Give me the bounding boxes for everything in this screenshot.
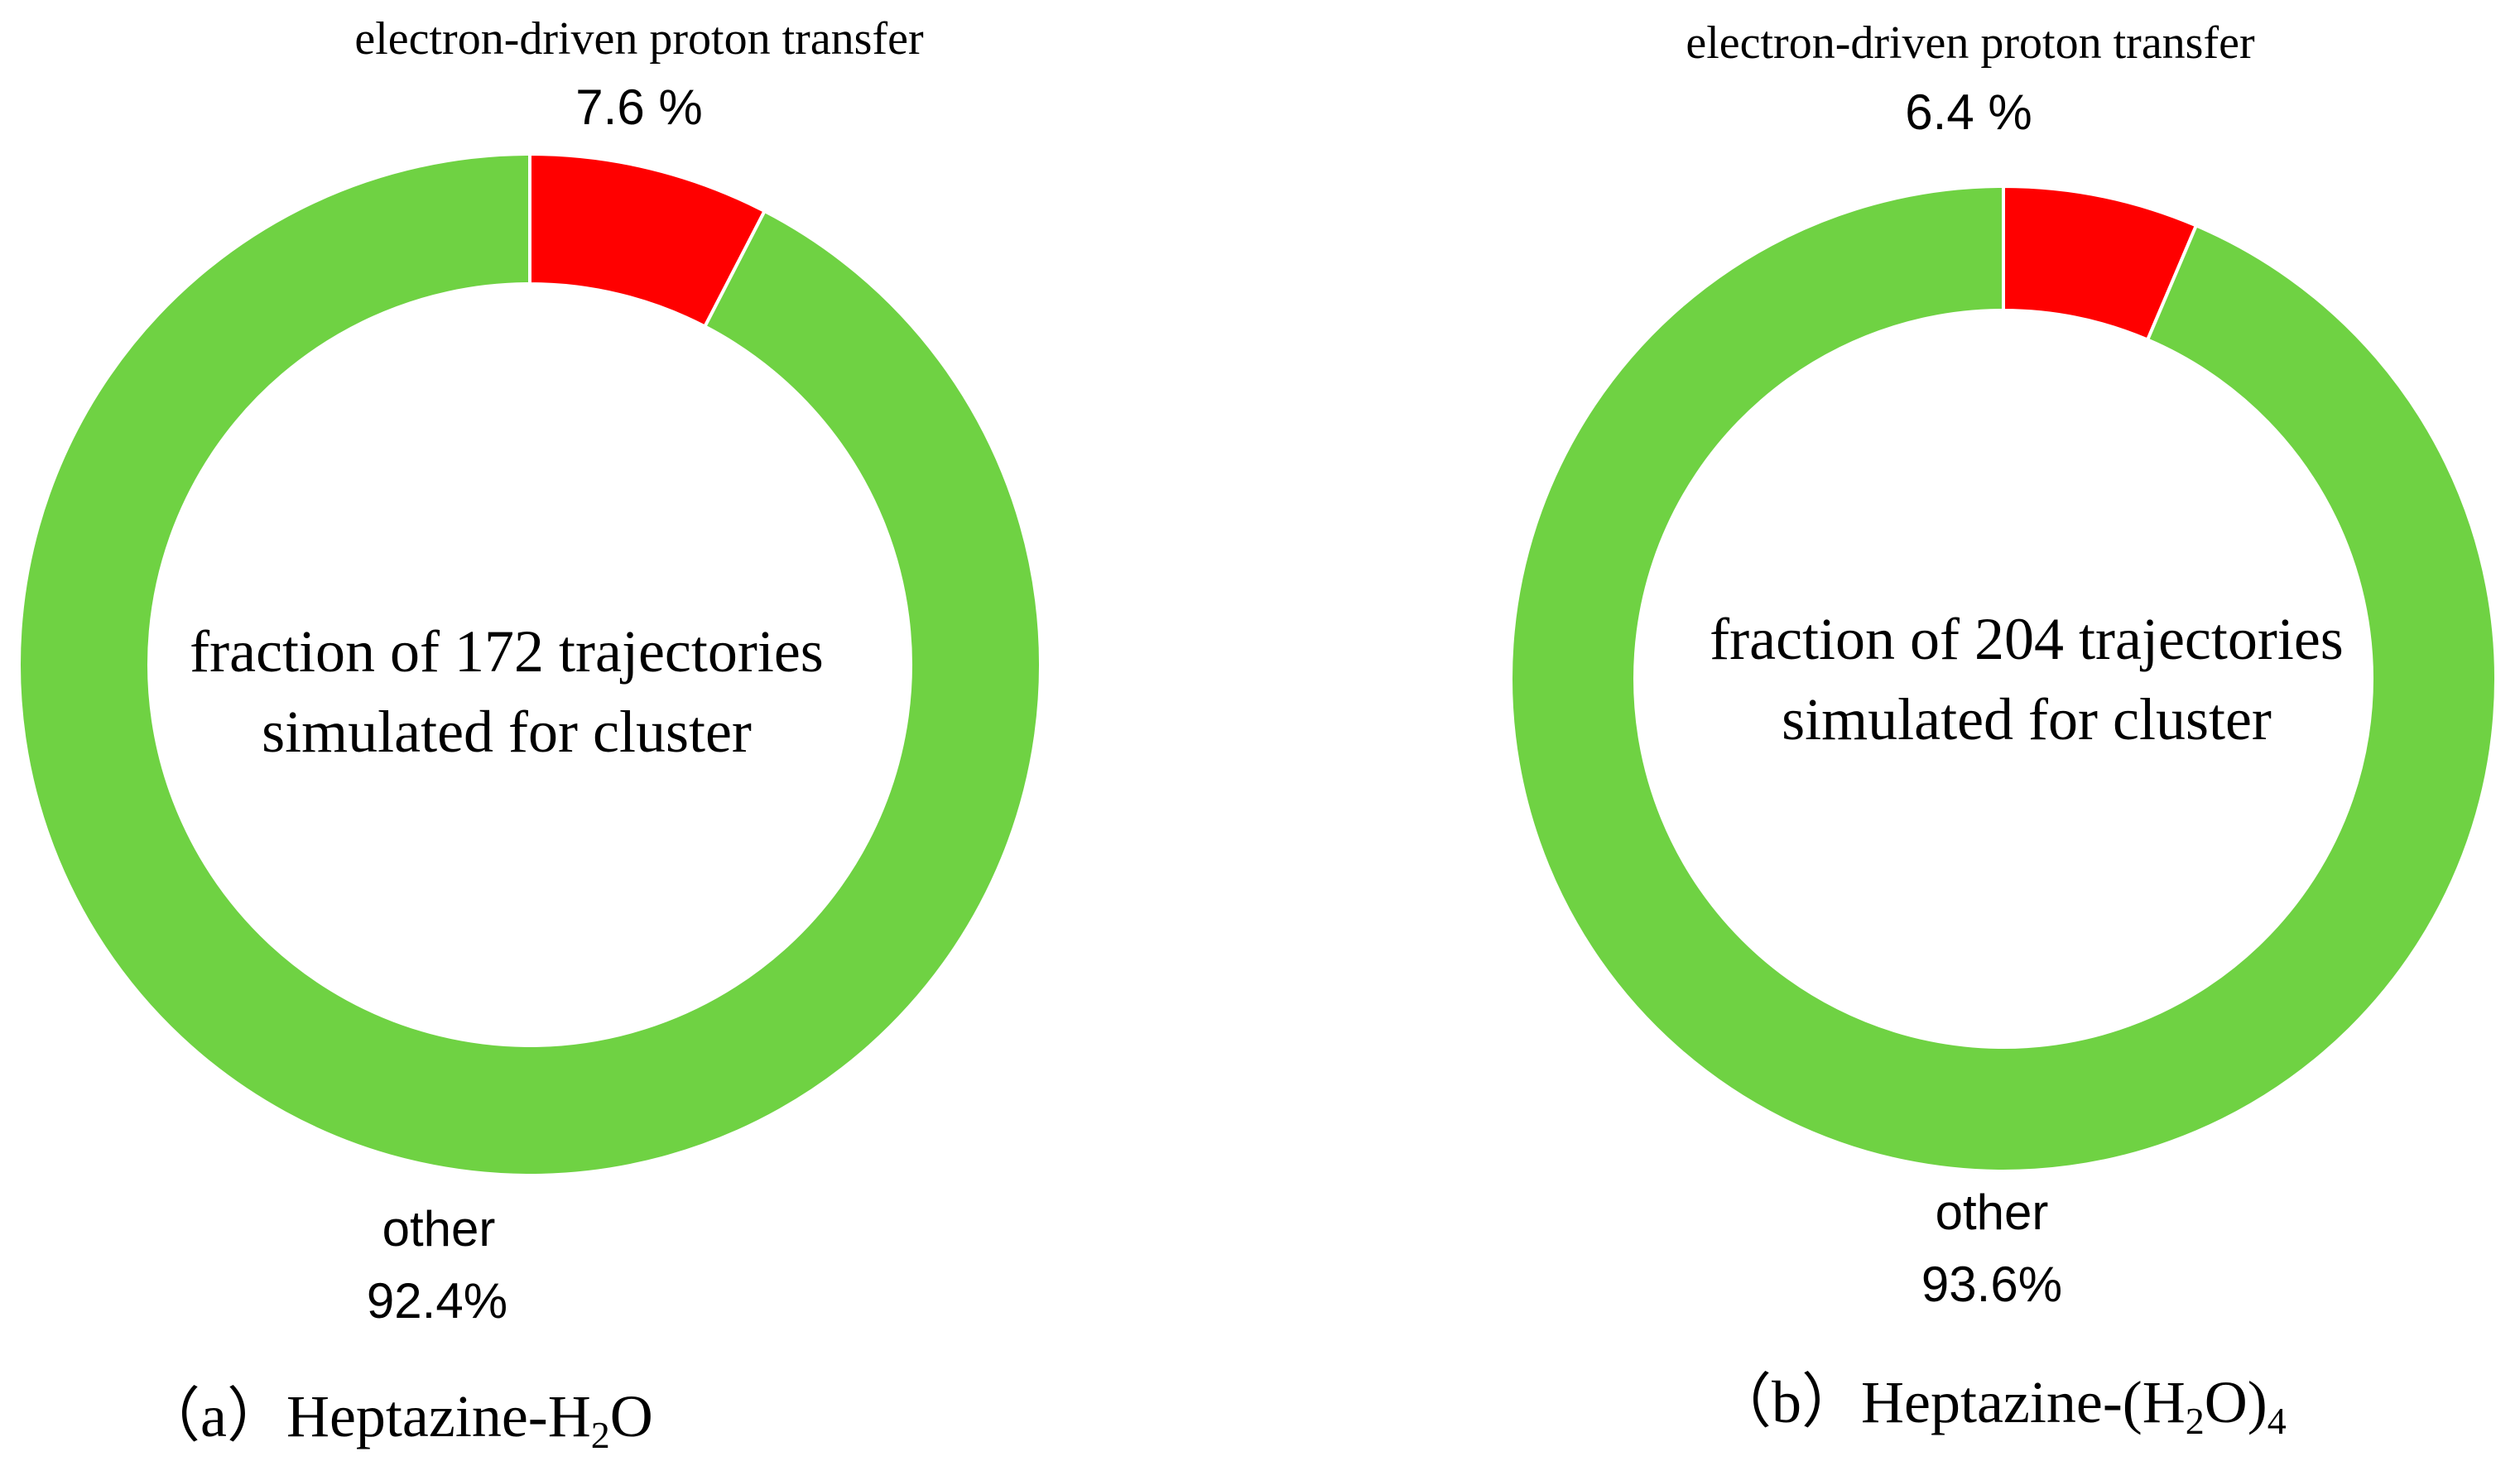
slice-label-edpt-a: electron-driven proton transfer <box>354 13 924 65</box>
donut-b-slices <box>1509 184 2498 1173</box>
caption-b: （b）Heptazine-(H2O)4 <box>1712 1369 2287 1442</box>
center-text-line1-a: fraction of 172 trajectories <box>190 618 824 685</box>
donut-chart-b: electron-driven proton transfer 6.4 % fr… <box>1509 17 2498 1442</box>
caption-b-sub1: 2 <box>2186 1400 2205 1442</box>
caption-a-mid: O <box>610 1383 653 1449</box>
caption-a-prefix: （a）Heptazine-H <box>141 1383 591 1449</box>
caption-b-sub2: 4 <box>2268 1400 2287 1442</box>
slice-value-edpt-b: 6.4 % <box>1905 84 2032 140</box>
caption-b-prefix: （b）Heptazine-(H <box>1712 1369 2186 1435</box>
caption-a: （a）Heptazine-H2O <box>141 1383 653 1456</box>
slice-value-other-a: 92.4% <box>367 1273 507 1329</box>
donut-a-slices <box>17 151 1042 1177</box>
center-text-line2-b: simulated for cluster <box>1782 686 2272 752</box>
caption-a-sub1: 2 <box>591 1414 610 1456</box>
slice-other-b <box>1509 184 2498 1173</box>
slice-label-other-b: other <box>1936 1185 2049 1240</box>
slice-value-other-b: 93.6% <box>1921 1257 2062 1312</box>
slice-value-edpt-a: 7.6 % <box>575 79 702 135</box>
slice-label-edpt-b: electron-driven proton transfer <box>1686 17 2255 69</box>
slice-label-other-a: other <box>382 1201 496 1257</box>
center-text-line1-b: fraction of 204 trajectories <box>1710 606 2344 672</box>
donut-chart-a: electron-driven proton transfer 7.6 % fr… <box>17 13 1042 1456</box>
caption-b-mid: O) <box>2205 1369 2268 1435</box>
slice-other-a <box>17 151 1042 1177</box>
center-text-line2-a: simulated for cluster <box>262 699 752 765</box>
